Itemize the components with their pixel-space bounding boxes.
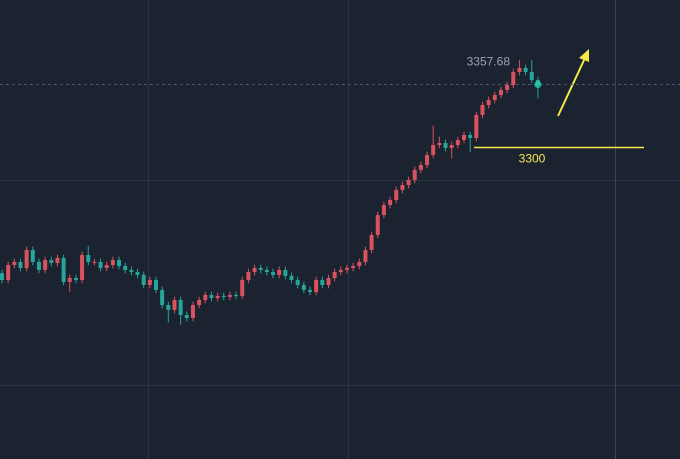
candle-body (468, 134, 473, 139)
candle-body (141, 274, 146, 286)
candle-body (437, 142, 442, 146)
candle-body (338, 269, 343, 273)
arrow-shaft (557, 57, 586, 117)
candle-body (462, 134, 466, 140)
candle-body (80, 254, 85, 280)
candle-body (529, 72, 534, 80)
candle-body (178, 299, 183, 315)
candle-body (357, 261, 362, 267)
candle-body (147, 279, 152, 286)
candle-body (12, 261, 17, 266)
candle-body (18, 261, 23, 268)
candle-body (258, 267, 263, 270)
candle-body (104, 265, 109, 268)
last-price-label: 3357.68 (467, 55, 511, 69)
candle-body (166, 305, 171, 310)
candle-body (400, 185, 405, 190)
candle-body (190, 305, 195, 319)
candle-body (49, 259, 54, 263)
candle-body (498, 89, 503, 95)
candle-body (375, 214, 380, 235)
candle-body (110, 259, 115, 266)
candle-body (227, 294, 232, 298)
candle-body (332, 272, 337, 279)
candle-body (418, 165, 423, 170)
candle-body (61, 257, 66, 282)
candle-body (24, 249, 29, 268)
candle-body (271, 272, 276, 275)
candle-body (523, 67, 528, 73)
candle-body (264, 269, 269, 273)
candle-body (517, 67, 522, 73)
candle-body (412, 169, 417, 180)
candle-body (308, 289, 312, 293)
candle-body (289, 275, 294, 280)
candle-body (425, 154, 430, 166)
candle-body (30, 249, 35, 262)
candle-body (6, 265, 11, 280)
candle-body (203, 294, 208, 300)
candle-body (474, 114, 479, 139)
candle-body (314, 279, 319, 293)
candle-body (369, 234, 374, 250)
candle-body (55, 257, 60, 263)
candle-body (160, 289, 165, 306)
candle-body (234, 294, 239, 296)
arrow-head (579, 49, 589, 62)
candle-body (43, 259, 48, 270)
arrow (557, 49, 589, 117)
candle-body (320, 279, 325, 286)
candle-body (301, 285, 306, 290)
candle-body (505, 85, 510, 90)
candle-body (135, 272, 140, 275)
candle-body (443, 142, 448, 148)
candle-body (431, 145, 436, 155)
last-price-dot (534, 80, 542, 88)
candle-body (129, 269, 134, 273)
candle-body (283, 269, 288, 276)
candle-body (351, 266, 356, 268)
candle-body (0, 273, 4, 280)
candle-body (123, 266, 128, 270)
candle-body (86, 254, 91, 262)
candle-body (252, 267, 257, 273)
candle-body (240, 279, 245, 296)
candle-body (295, 279, 300, 286)
candle-body (197, 299, 202, 306)
candle-body (449, 145, 454, 148)
candle-body (277, 269, 282, 275)
candle-body (73, 278, 78, 280)
candle-body (326, 278, 331, 286)
level-label: 3300 (519, 152, 546, 166)
candle-body (98, 261, 103, 268)
candle-body (36, 261, 41, 270)
candle-body (117, 259, 122, 267)
candle-body (344, 267, 349, 270)
candle-body (67, 278, 72, 282)
candle-body (455, 139, 460, 146)
candle-body (154, 279, 158, 290)
candle-body (92, 261, 97, 263)
candle-body (381, 205, 386, 215)
candle-body (172, 299, 177, 310)
candle-body (209, 294, 214, 299)
candle-body (406, 179, 411, 186)
candle-body (394, 189, 399, 200)
candle-body (486, 99, 491, 106)
candle-body (363, 249, 368, 262)
candle-body (246, 272, 251, 280)
candle-body (480, 105, 485, 115)
candle-body (388, 199, 393, 206)
candle-body (492, 94, 497, 100)
candle-body (221, 295, 226, 298)
candle-body (184, 314, 189, 319)
candle-body (511, 72, 516, 86)
candle-body (215, 295, 220, 299)
